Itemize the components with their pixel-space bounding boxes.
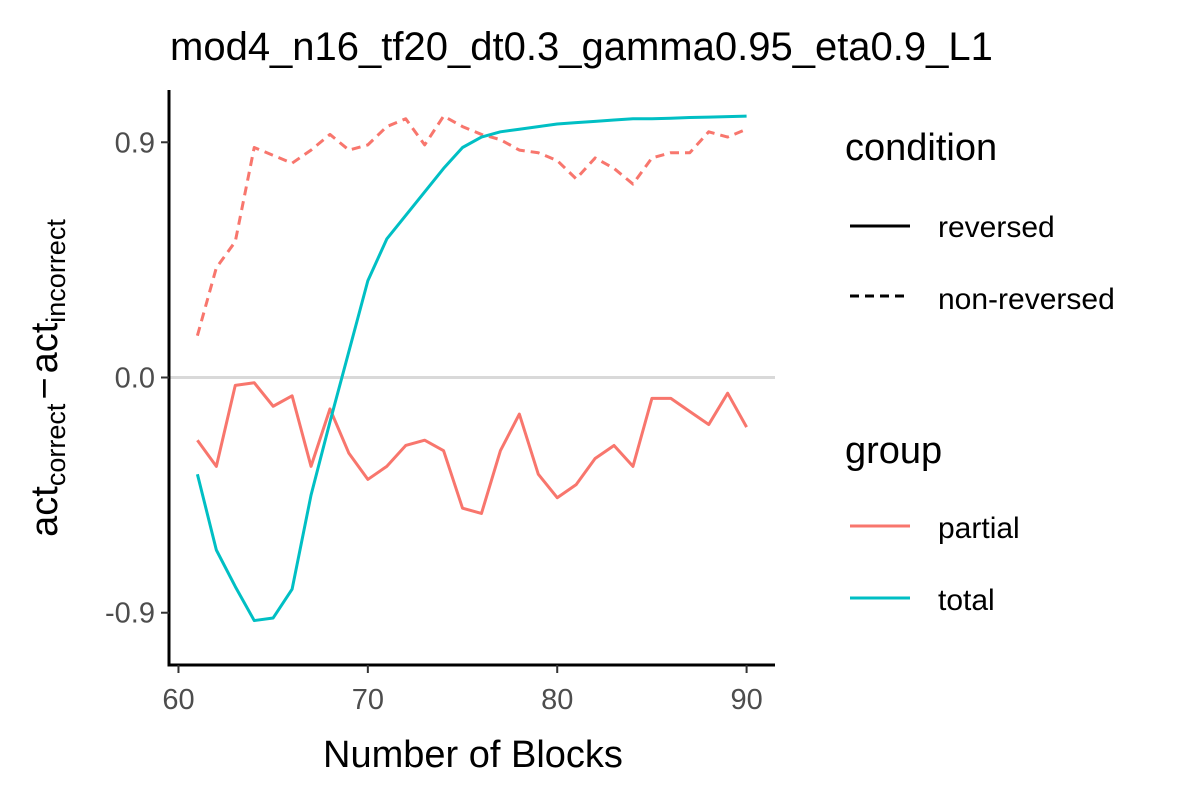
y-axis-title-minus: − bbox=[24, 377, 66, 399]
legend-condition: condition reversed non-reversed bbox=[845, 127, 1115, 316]
y-axis-title: actcorrect−actincorrect bbox=[24, 219, 71, 537]
y-tick-label: 0.0 bbox=[115, 363, 155, 395]
y-tick-label: 0.9 bbox=[115, 127, 155, 159]
legend-label-non-reversed: non-reversed bbox=[938, 283, 1115, 316]
y-tick-label: -0.9 bbox=[105, 598, 155, 630]
series-line-partial-reversed bbox=[196, 381, 748, 515]
series-line-partial-non-reversed bbox=[195, 114, 748, 337]
legend-group: group partial total bbox=[845, 430, 1020, 617]
y-axis-title-sub1: correct bbox=[41, 403, 71, 486]
chart-title: mod4_n16_tf20_dt0.3_gamma0.95_eta0.9_L1 bbox=[170, 25, 993, 69]
legend-group-title: group bbox=[845, 430, 942, 472]
x-tick-label: 60 bbox=[162, 684, 194, 716]
y-axis-title-sub2: incorrect bbox=[41, 219, 71, 323]
legend-label-reversed: reversed bbox=[938, 211, 1055, 244]
ticks-layer: 60 70 80 90 -0.9 0.0 0.9 bbox=[105, 127, 763, 716]
x-tick-label: 70 bbox=[352, 684, 384, 716]
legend-label-total: total bbox=[938, 584, 995, 617]
x-axis-title: Number of Blocks bbox=[323, 734, 623, 776]
legend-condition-title: condition bbox=[845, 127, 997, 169]
y-axis-title-base2: act bbox=[24, 322, 66, 373]
y-axis-title-base1: act bbox=[24, 486, 66, 537]
x-tick-label: 80 bbox=[541, 684, 573, 716]
x-tick-label: 90 bbox=[730, 684, 762, 716]
series-line-total-reversed bbox=[195, 114, 747, 623]
legend-label-partial: partial bbox=[938, 512, 1020, 545]
series-layer bbox=[195, 114, 748, 623]
